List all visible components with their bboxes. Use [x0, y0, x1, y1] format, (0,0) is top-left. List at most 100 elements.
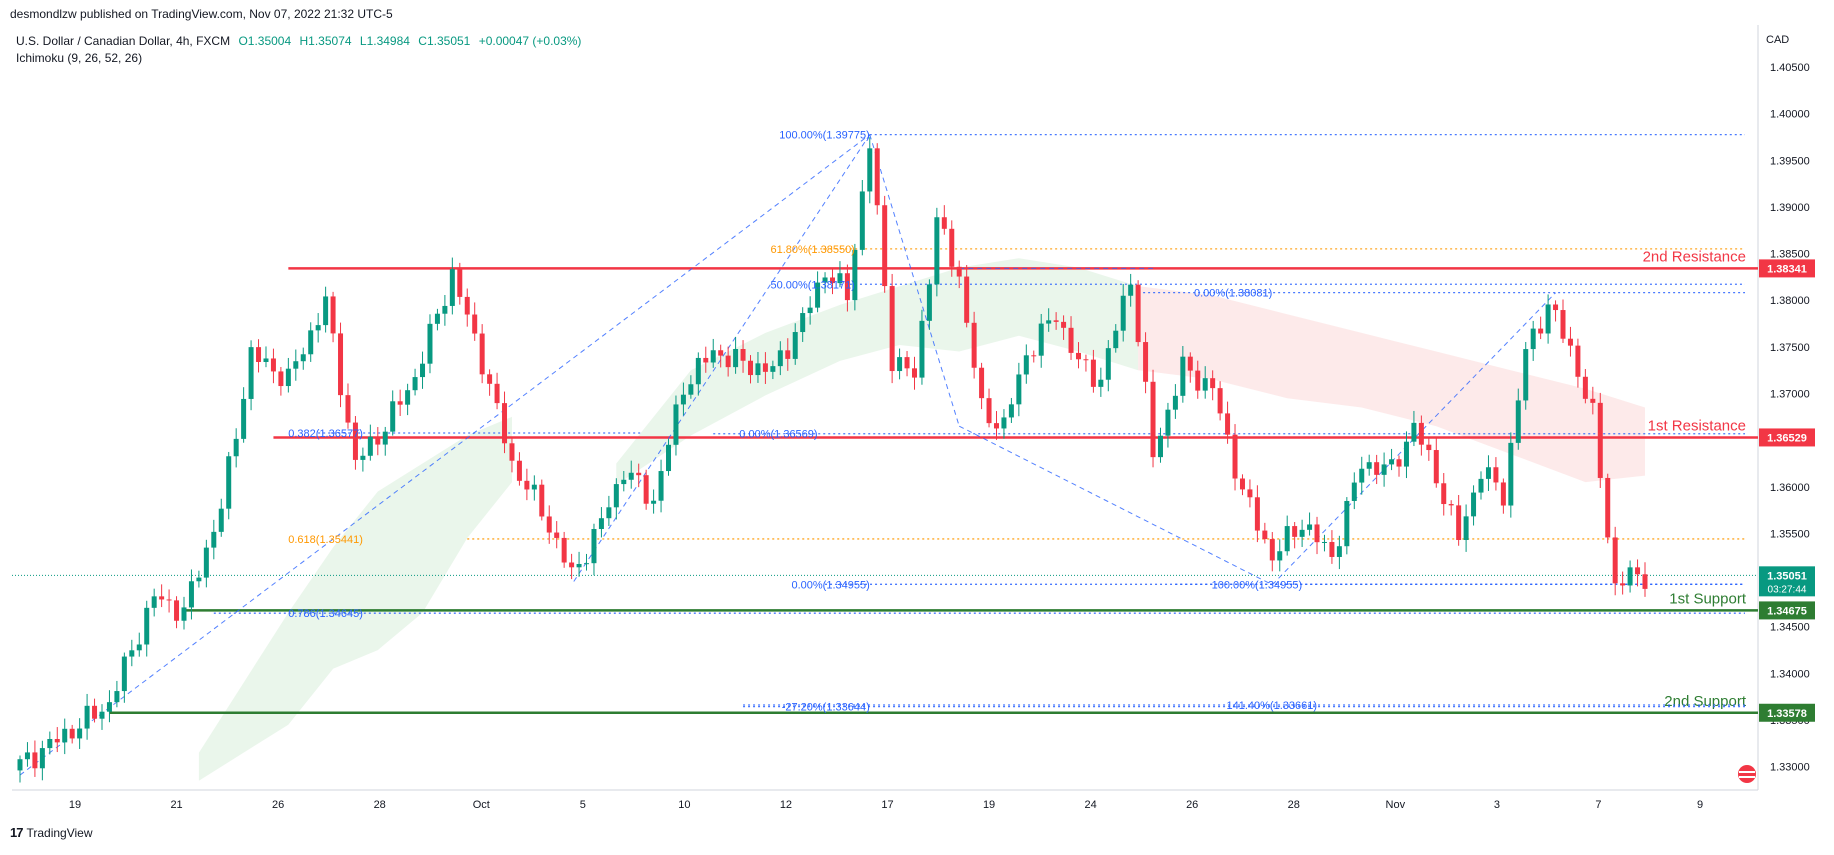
candle [62, 718, 68, 755]
candle [800, 307, 806, 342]
candle [1433, 438, 1439, 488]
candle [606, 495, 612, 527]
x-tick-label: 21 [170, 799, 182, 811]
candle-body [32, 752, 38, 769]
candle-body [211, 531, 217, 548]
candle-body [1068, 327, 1074, 353]
candle-body [941, 217, 947, 229]
candle-body [546, 516, 552, 533]
candle-body [591, 529, 597, 564]
candle-body [1426, 444, 1432, 451]
candle [1061, 315, 1067, 340]
candle-body [733, 349, 739, 368]
symbol-legend[interactable]: U.S. Dollar / Canadian Dollar, 4h, FXCM … [16, 34, 586, 48]
candle-body [1411, 422, 1417, 442]
candle [1418, 415, 1424, 456]
candle [680, 382, 686, 416]
candle-body [613, 484, 619, 508]
candle-body [531, 484, 537, 490]
candle [472, 302, 478, 341]
candle-body [17, 759, 23, 771]
candle-body [1292, 526, 1298, 537]
candle [1150, 369, 1156, 468]
candle-body [285, 368, 291, 387]
candle-body [1500, 482, 1506, 506]
candle-body [233, 438, 239, 457]
candle [1113, 324, 1119, 353]
candle [1314, 516, 1320, 555]
candle [99, 704, 105, 730]
candle [166, 589, 172, 613]
candle [1321, 534, 1327, 552]
candle-body [1635, 567, 1641, 575]
candle [1493, 457, 1499, 491]
candle-body [710, 350, 716, 363]
candle [748, 355, 754, 384]
candle [1001, 409, 1007, 439]
candle [971, 311, 977, 379]
candle-body [1307, 524, 1313, 530]
candle-body [718, 350, 724, 356]
candle [740, 340, 746, 373]
candle-body [606, 507, 612, 519]
indicator-legend[interactable]: Ichimoku (9, 26, 52, 26) [16, 51, 147, 65]
candle-body [1366, 462, 1372, 469]
candle [725, 346, 731, 377]
fib-label: 100.00%(1.39775) [779, 130, 870, 142]
candle-body [703, 357, 709, 363]
candle [1389, 448, 1395, 471]
candle [211, 519, 217, 560]
candle [24, 742, 30, 767]
candle-body [114, 691, 120, 703]
candle [278, 366, 284, 396]
candle [807, 296, 813, 325]
candle-body [1381, 464, 1387, 475]
candle-body [166, 599, 172, 601]
candle [1254, 485, 1260, 543]
candle-body [1523, 349, 1529, 401]
candle-body [1597, 402, 1603, 478]
candle [882, 195, 888, 293]
candle-body [576, 563, 582, 568]
x-tick-label: 9 [1697, 799, 1703, 811]
candle-body [830, 277, 835, 284]
candle [524, 468, 530, 501]
candle [1202, 366, 1208, 399]
candle-body [1389, 459, 1395, 465]
candle-body [971, 322, 977, 368]
tradingview-logo-icon: 17 [10, 825, 24, 840]
candle [867, 137, 873, 204]
candle-body [1508, 442, 1514, 506]
candle [92, 698, 98, 723]
candle-body [882, 205, 888, 287]
candle [949, 220, 955, 277]
footer-brand[interactable]: 17 TradingView [10, 825, 93, 840]
ohlc-low: L1.34984 [359, 34, 410, 48]
candle-body [539, 484, 545, 517]
candle-body [1210, 378, 1216, 389]
candle-body [308, 330, 314, 355]
candle-body [420, 363, 426, 378]
indicator-name[interactable]: Ichimoku (9, 26, 52, 26) [16, 51, 143, 65]
candle-body [1627, 567, 1633, 586]
cloud-region [616, 286, 900, 485]
candle-body [241, 398, 247, 439]
candle [1172, 384, 1178, 419]
candle-body [196, 577, 202, 582]
candle [427, 314, 433, 374]
candle [1582, 368, 1588, 404]
candle-body [1239, 478, 1245, 490]
fib-label: 61.80%(1.38550) [770, 244, 854, 256]
candle [412, 368, 418, 396]
candle-body [770, 366, 776, 372]
y-tick-label: 1.38000 [1770, 295, 1810, 307]
candle [1456, 495, 1462, 546]
candle-body [762, 363, 768, 372]
candle [1545, 294, 1551, 344]
candle [1269, 532, 1275, 572]
candle-body [1567, 338, 1573, 346]
candle [777, 341, 783, 376]
symbol-name[interactable]: U.S. Dollar / Canadian Dollar, 4h, FXCM [16, 34, 231, 48]
